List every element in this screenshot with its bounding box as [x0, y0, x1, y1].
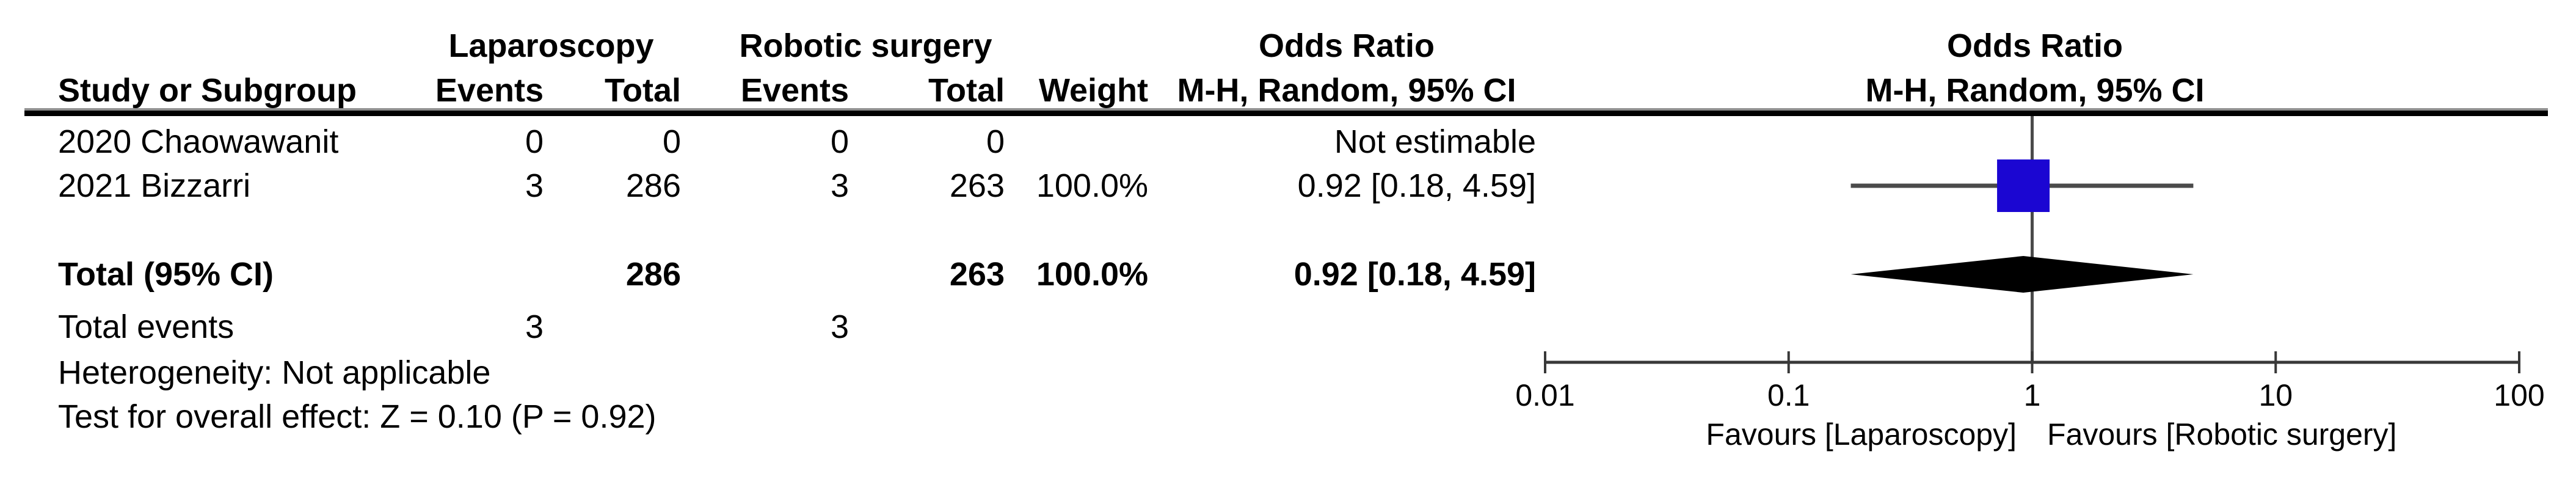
group1-header: Laparoscopy — [448, 27, 654, 64]
plot-column-subtitle: M-H, Random, 95% CI — [1865, 72, 2205, 109]
weight-header: Weight — [1039, 72, 1148, 109]
or-column-title: Odds Ratio — [1258, 27, 1435, 64]
or-value-cell: Not estimable — [1334, 123, 1536, 160]
axis-tick-label: 100 — [2494, 378, 2545, 412]
total1-total-cell: 286 — [625, 256, 681, 293]
axis-tick-label: 0.1 — [1767, 378, 1810, 412]
total2-header: Total — [928, 72, 1005, 109]
total1-header: Total — [605, 72, 681, 109]
heterogeneity-note: Heterogeneity: Not applicable — [58, 354, 491, 391]
events1-cell: 0 — [525, 123, 544, 160]
events2-cell: 3 — [830, 167, 849, 204]
total2-total-cell: 263 — [949, 256, 1005, 293]
events1-cell: 3 — [525, 167, 544, 204]
axis-tick-label: 10 — [2258, 378, 2293, 412]
total-or-cell: 0.92 [0.18, 4.59] — [1293, 256, 1536, 293]
pooled-diamond — [1850, 256, 2194, 293]
group2-header: Robotic surgery — [739, 27, 992, 64]
study-header: Study or Subgroup — [58, 72, 357, 109]
events2-header: Events — [740, 72, 849, 109]
events2-cell: 0 — [830, 123, 849, 160]
axis-ticks — [1544, 351, 2520, 373]
total2-cell: 263 — [949, 167, 1005, 204]
plot-column-title: Odds Ratio — [1946, 27, 2123, 64]
or-value-cell: 0.92 [0.18, 4.59] — [1297, 167, 1536, 204]
study-name: 2021 Bizzarri — [58, 167, 251, 204]
total-label: Total (95% CI) — [58, 256, 274, 293]
total-weight-cell: 100.0% — [1036, 256, 1148, 293]
weight-cell: 100.0% — [1036, 167, 1148, 204]
total-events2-cell: 3 — [830, 309, 849, 345]
axis-tick-label: 0.01 — [1515, 378, 1575, 412]
total-events1-cell: 3 — [525, 309, 544, 345]
total1-cell: 0 — [662, 123, 681, 160]
study-weight-square — [1997, 159, 2050, 212]
events1-header: Events — [435, 72, 544, 109]
study-name: 2020 Chaowawanit — [58, 123, 339, 160]
total2-cell: 0 — [986, 123, 1005, 160]
or-column-subtitle: M-H, Random, 95% CI — [1177, 72, 1516, 109]
axis-tick-label: 1 — [2023, 378, 2041, 412]
favours-right-label: Favours [Robotic surgery] — [2047, 417, 2397, 452]
total1-cell: 286 — [625, 167, 681, 204]
header-divider-line — [24, 108, 2548, 116]
overall-effect-note: Test for overall effect: Z = 0.10 (P = 0… — [58, 398, 657, 435]
favours-left-label: Favours [Laparoscopy] — [1706, 417, 2017, 452]
total-events-label: Total events — [58, 309, 235, 345]
